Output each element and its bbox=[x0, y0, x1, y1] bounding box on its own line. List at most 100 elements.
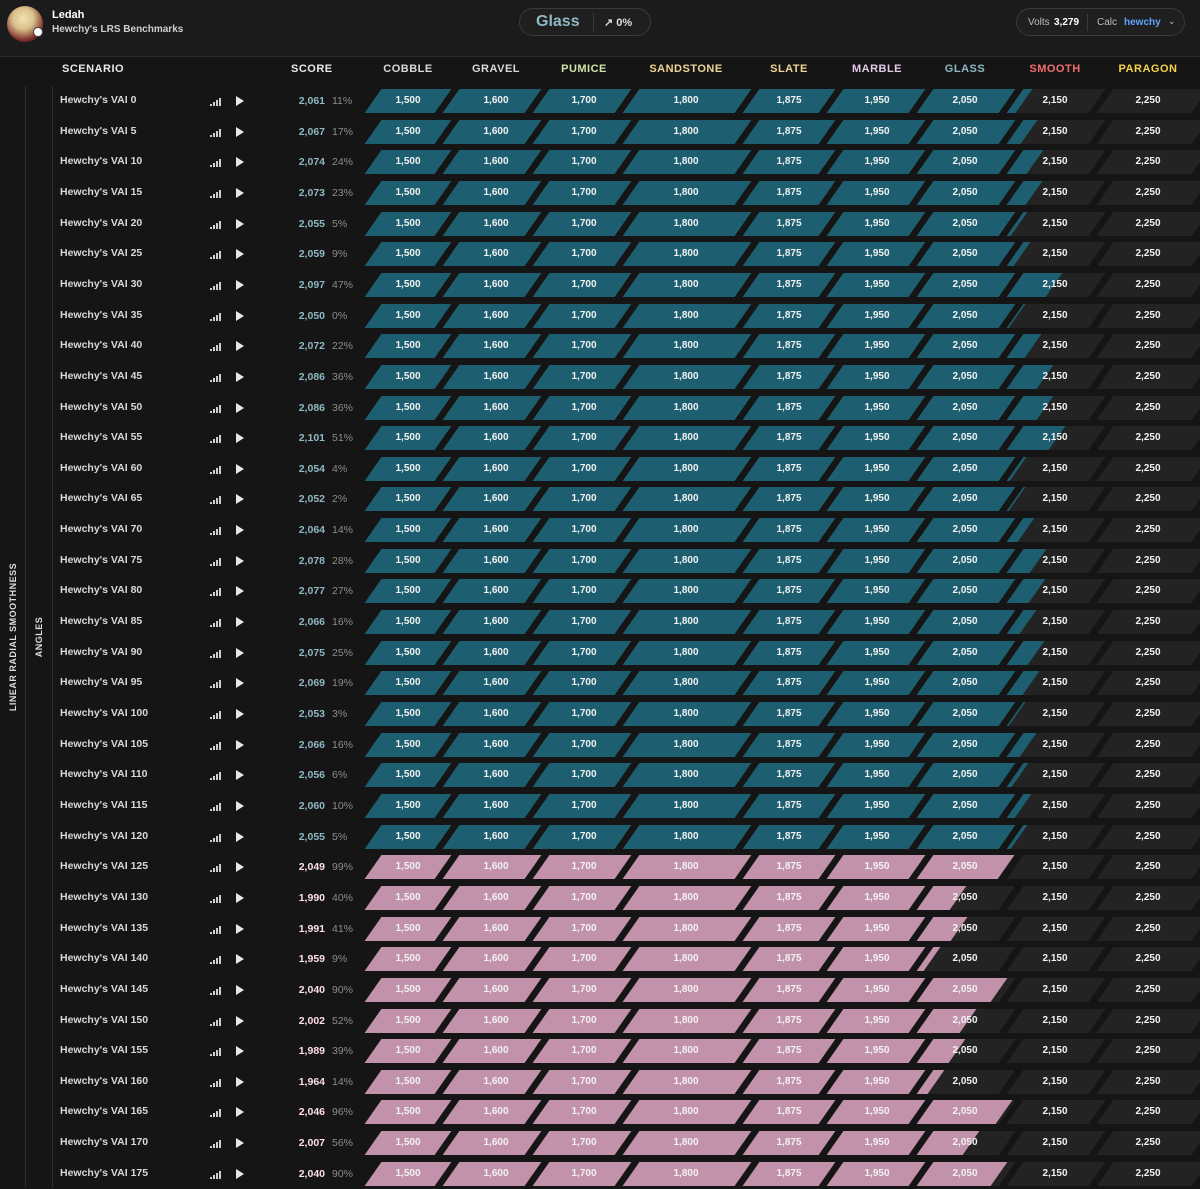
table-row[interactable]: Hewchy's VAI 85 2,066 16% 1,500 1,600 1,700 1,… bbox=[53, 607, 1200, 637]
leaderboard-icon[interactable] bbox=[210, 711, 221, 719]
leaderboard-icon[interactable] bbox=[210, 312, 221, 321]
scenario-name[interactable]: Hewchy's VAI 40 bbox=[60, 339, 143, 352]
play-icon[interactable] bbox=[236, 279, 244, 290]
play-icon[interactable] bbox=[236, 341, 244, 352]
play-icon[interactable] bbox=[236, 862, 244, 873]
leaderboard-icon[interactable] bbox=[210, 864, 221, 873]
table-row[interactable]: Hewchy's VAI 95 2,069 19% 1,500 1,600 1,700 1,… bbox=[53, 668, 1200, 698]
scenario-name[interactable]: Hewchy's VAI 50 bbox=[60, 400, 143, 413]
play-icon[interactable] bbox=[236, 831, 244, 842]
table-row[interactable]: Hewchy's VAI 115 2,060 10% 1,500 1,600 1,700 1… bbox=[53, 791, 1200, 821]
table-row[interactable]: Hewchy's VAI 150 2,002 52% 1,500 1,600 1,700 1… bbox=[53, 1006, 1200, 1036]
play-icon[interactable] bbox=[236, 954, 244, 965]
play-icon[interactable] bbox=[236, 463, 244, 474]
leaderboard-icon[interactable] bbox=[210, 772, 221, 781]
column-header-cobble[interactable]: COBBLE bbox=[383, 63, 433, 75]
leaderboard-icon[interactable] bbox=[210, 894, 221, 903]
play-icon[interactable] bbox=[236, 157, 244, 168]
play-icon[interactable] bbox=[236, 1138, 244, 1149]
table-row[interactable]: Hewchy's VAI 130 1,990 40% 1,500 1,600 1,700 1… bbox=[53, 883, 1200, 913]
leaderboard-icon[interactable] bbox=[210, 649, 221, 658]
table-row[interactable]: Hewchy's VAI 155 1,989 39% 1,500 1,600 1,700 1… bbox=[53, 1036, 1200, 1066]
leaderboard-icon[interactable] bbox=[210, 281, 221, 290]
chevron-down-icon[interactable]: ⌄ bbox=[1168, 16, 1176, 26]
scenario-name[interactable]: Hewchy's VAI 135 bbox=[60, 921, 149, 934]
table-row[interactable]: Hewchy's VAI 120 2,055 5% 1,500 1,600 1,700 1,… bbox=[53, 822, 1200, 852]
leaderboard-icon[interactable] bbox=[210, 1170, 221, 1179]
scenario-name[interactable]: Hewchy's VAI 150 bbox=[60, 1013, 149, 1026]
play-icon[interactable] bbox=[236, 800, 244, 811]
play-icon[interactable] bbox=[236, 402, 244, 413]
leaderboard-icon[interactable] bbox=[210, 465, 221, 474]
play-icon[interactable] bbox=[236, 892, 244, 903]
scenario-name[interactable]: Hewchy's VAI 165 bbox=[60, 1105, 149, 1118]
leaderboard-icon[interactable] bbox=[210, 741, 221, 750]
leaderboard-icon[interactable] bbox=[210, 1109, 221, 1118]
table-row[interactable]: Hewchy's VAI 100 2,053 3% 1,500 1,600 1,700 1,… bbox=[53, 699, 1200, 729]
scenario-name[interactable]: Hewchy's VAI 95 bbox=[60, 676, 143, 689]
scenario-name[interactable]: Hewchy's VAI 105 bbox=[60, 737, 149, 750]
leaderboard-icon[interactable] bbox=[210, 557, 221, 566]
play-icon[interactable] bbox=[236, 218, 244, 229]
scenario-name[interactable]: Hewchy's VAI 10 bbox=[60, 155, 143, 168]
play-icon[interactable] bbox=[236, 555, 244, 566]
column-header-scenario[interactable]: SCENARIO bbox=[62, 63, 125, 75]
leaderboard-icon[interactable] bbox=[210, 373, 221, 382]
leaderboard-icon[interactable] bbox=[210, 404, 221, 413]
play-icon[interactable] bbox=[236, 494, 244, 505]
table-row[interactable]: Hewchy's VAI 75 2,078 28% 1,500 1,600 1,700 1,… bbox=[53, 546, 1200, 576]
table-row[interactable]: Hewchy's VAI 30 2,097 47% 1,500 1,600 1,700 1,… bbox=[53, 270, 1200, 300]
scenario-name[interactable]: Hewchy's VAI 120 bbox=[60, 829, 149, 842]
column-header-glass[interactable]: GLASS bbox=[944, 63, 986, 75]
table-row[interactable]: Hewchy's VAI 160 1,964 14% 1,500 1,600 1,700 1… bbox=[53, 1067, 1200, 1097]
play-icon[interactable] bbox=[236, 678, 244, 689]
table-row[interactable]: Hewchy's VAI 135 1,991 41% 1,500 1,600 1,700 1… bbox=[53, 914, 1200, 944]
leaderboard-icon[interactable] bbox=[210, 251, 221, 260]
leaderboard-icon[interactable] bbox=[210, 925, 221, 934]
rank-pill[interactable]: Glass ↗ 0% bbox=[519, 8, 651, 36]
leaderboard-icon[interactable] bbox=[210, 98, 221, 106]
play-icon[interactable] bbox=[236, 1076, 244, 1087]
table-row[interactable]: Hewchy's VAI 125 2,049 99% 1,500 1,600 1,700 1… bbox=[53, 852, 1200, 882]
column-header-sandstone[interactable]: SANDSTONE bbox=[649, 63, 723, 75]
play-icon[interactable] bbox=[236, 249, 244, 260]
leaderboard-icon[interactable] bbox=[210, 1078, 221, 1087]
play-icon[interactable] bbox=[236, 739, 244, 750]
leaderboard-icon[interactable] bbox=[210, 189, 221, 198]
scenario-name[interactable]: Hewchy's VAI 170 bbox=[60, 1136, 149, 1149]
leaderboard-icon[interactable] bbox=[210, 496, 221, 505]
leaderboard-icon[interactable] bbox=[210, 986, 221, 995]
table-row[interactable]: Hewchy's VAI 105 2,066 16% 1,500 1,600 1,700 1… bbox=[53, 730, 1200, 760]
leaderboard-icon[interactable] bbox=[210, 1048, 221, 1057]
leaderboard-icon[interactable] bbox=[210, 680, 221, 689]
table-row[interactable]: Hewchy's VAI 20 2,055 5% 1,500 1,600 1,700 1,8… bbox=[53, 209, 1200, 239]
table-row[interactable]: Hewchy's VAI 140 1,959 9% 1,500 1,600 1,700 1,… bbox=[53, 944, 1200, 974]
play-icon[interactable] bbox=[236, 984, 244, 995]
scenario-name[interactable]: Hewchy's VAI 115 bbox=[60, 798, 148, 811]
scenario-name[interactable]: Hewchy's VAI 160 bbox=[60, 1074, 149, 1087]
scenario-name[interactable]: Hewchy's VAI 25 bbox=[60, 247, 143, 260]
scenario-name[interactable]: Hewchy's VAI 85 bbox=[60, 615, 143, 628]
column-header-gravel[interactable]: GRAVEL bbox=[471, 63, 521, 75]
table-row[interactable]: Hewchy's VAI 10 2,074 24% 1,500 1,600 1,700 1,… bbox=[53, 147, 1200, 177]
column-header-smooth[interactable]: SMOOTH bbox=[1029, 63, 1081, 75]
table-row[interactable]: Hewchy's VAI 55 2,101 51% 1,500 1,600 1,700 1,… bbox=[53, 423, 1200, 453]
scenario-name[interactable]: Hewchy's VAI 45 bbox=[60, 369, 143, 382]
play-icon[interactable] bbox=[236, 187, 244, 198]
table-row[interactable]: Hewchy's VAI 5 2,067 17% 1,500 1,600 1,700 1,8… bbox=[53, 117, 1200, 147]
scenario-name[interactable]: Hewchy's VAI 30 bbox=[60, 277, 143, 290]
leaderboard-icon[interactable] bbox=[210, 833, 221, 842]
table-row[interactable]: Hewchy's VAI 50 2,086 36% 1,500 1,600 1,700 1,… bbox=[53, 393, 1200, 423]
play-icon[interactable] bbox=[236, 96, 244, 106]
table-row[interactable]: Hewchy's VAI 60 2,054 4% 1,500 1,600 1,700 1,8… bbox=[53, 454, 1200, 484]
leaderboard-icon[interactable] bbox=[210, 159, 221, 168]
volts-calc-pill[interactable]: Volts 3,279 Calc hewchy ⌄ bbox=[1016, 8, 1185, 36]
scenario-name[interactable]: Hewchy's VAI 15 bbox=[60, 185, 143, 198]
table-row[interactable]: Hewchy's VAI 25 2,059 9% 1,500 1,600 1,700 1,8… bbox=[53, 239, 1200, 269]
scenario-name[interactable]: Hewchy's VAI 65 bbox=[60, 492, 143, 505]
calc-select[interactable]: hewchy bbox=[1124, 17, 1161, 28]
table-row[interactable]: Hewchy's VAI 90 2,075 25% 1,500 1,600 1,700 1,… bbox=[53, 638, 1200, 668]
table-row[interactable]: Hewchy's VAI 0 2,061 11% 1,500 1,600 1,700 1,8… bbox=[53, 86, 1200, 116]
table-row[interactable]: Hewchy's VAI 110 2,056 6% 1,500 1,600 1,700 1,… bbox=[53, 760, 1200, 790]
scenario-name[interactable]: Hewchy's VAI 100 bbox=[60, 707, 149, 719]
